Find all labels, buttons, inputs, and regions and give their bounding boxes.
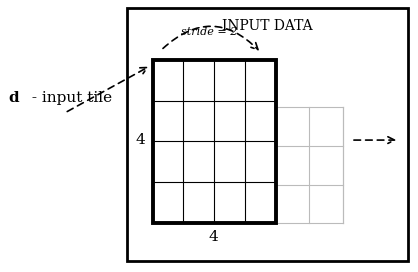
Bar [153,60,276,223]
Text: - input tile: - input tile [27,91,112,105]
Bar [276,107,343,223]
Text: INPUT DATA: INPUT DATA [222,19,313,33]
Bar [127,8,408,261]
Bar [153,60,276,223]
Text: 4: 4 [208,230,218,244]
Text: 4: 4 [135,133,145,147]
Text: stride = 2: stride = 2 [181,27,237,37]
Text: d: d [8,91,19,105]
